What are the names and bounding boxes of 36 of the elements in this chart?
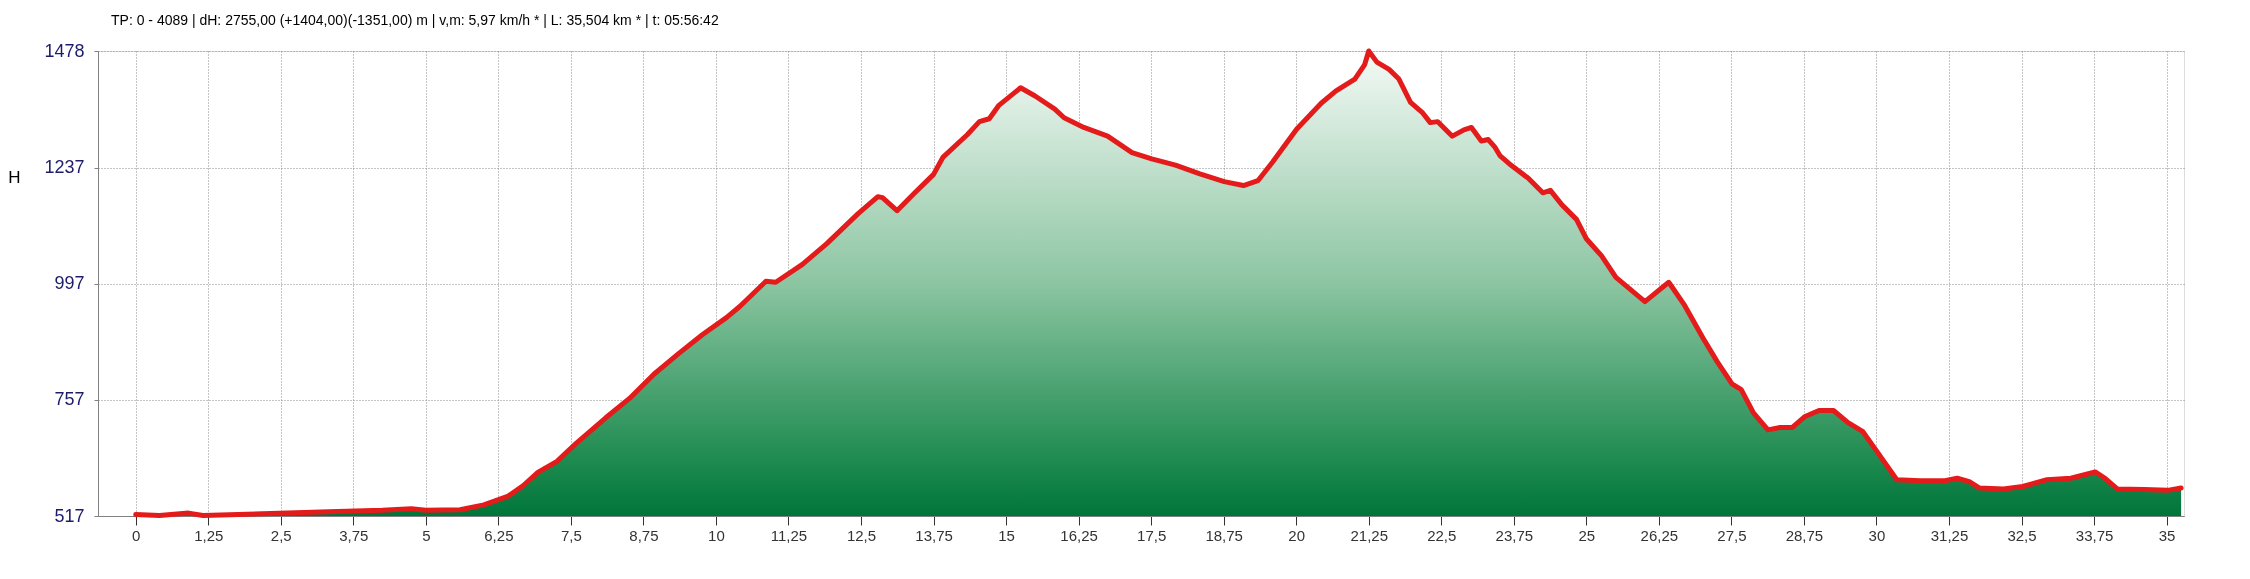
chart-title: TP: 0 - 4089 | dH: 2755,00 (+1404,00)(-1351,00) m | v,m: 5,97 km/h * | L: 35,504 km * | t: 05:56:42 bbox=[111, 12, 719, 28]
x-tick-label: 0 bbox=[132, 526, 141, 544]
x-tick-label: 2,5 bbox=[270, 526, 292, 544]
x-tick-label: 31,25 bbox=[1930, 526, 1969, 544]
x-tick-label: 7,5 bbox=[560, 526, 582, 544]
x-tick-label: 22,5 bbox=[1427, 526, 1457, 544]
y-tick-label: 517 bbox=[54, 505, 85, 526]
x-tick-label: 8,75 bbox=[629, 526, 659, 544]
x-tick-label: 6,25 bbox=[484, 526, 514, 544]
x-tick-label: 33,75 bbox=[2075, 526, 2114, 544]
x-tick-label: 35 bbox=[2158, 526, 2176, 544]
x-tick-label: 3,75 bbox=[339, 526, 369, 544]
x-tick-label: 20 bbox=[1288, 526, 1306, 544]
x-tick-label: 28,75 bbox=[1785, 526, 1824, 544]
x-tick-label: 12,5 bbox=[846, 526, 877, 544]
x-tick-label: 21,25 bbox=[1350, 526, 1389, 544]
y-tick-label: 1478 bbox=[44, 40, 85, 61]
x-tick-label: 27,5 bbox=[1717, 526, 1747, 544]
y-tick-label: 1237 bbox=[44, 157, 85, 178]
x-tick-label: 30 bbox=[1868, 526, 1886, 544]
x-tick-label: 5 bbox=[422, 526, 431, 544]
y-tick-label: 997 bbox=[54, 273, 85, 294]
x-tick-label: 23,75 bbox=[1495, 526, 1534, 544]
x-tick-label: 11,25 bbox=[770, 526, 808, 544]
x-tick-label: 26,25 bbox=[1640, 526, 1679, 544]
x-tick-label: 17,5 bbox=[1137, 526, 1167, 544]
y-axis-title: H bbox=[8, 167, 21, 187]
x-tick-label: 18,75 bbox=[1205, 526, 1243, 544]
x-tick-label: 16,25 bbox=[1060, 526, 1098, 544]
y-tick-label: 757 bbox=[54, 389, 85, 410]
x-tick-label: 10 bbox=[708, 526, 725, 544]
x-tick-label: 32,5 bbox=[2007, 526, 2037, 544]
x-tick-label: 25 bbox=[1578, 526, 1596, 544]
x-tick-label: 15 bbox=[998, 526, 1015, 544]
x-tick-label: 1,25 bbox=[194, 526, 224, 544]
x-tick-label: 13,75 bbox=[915, 526, 953, 544]
